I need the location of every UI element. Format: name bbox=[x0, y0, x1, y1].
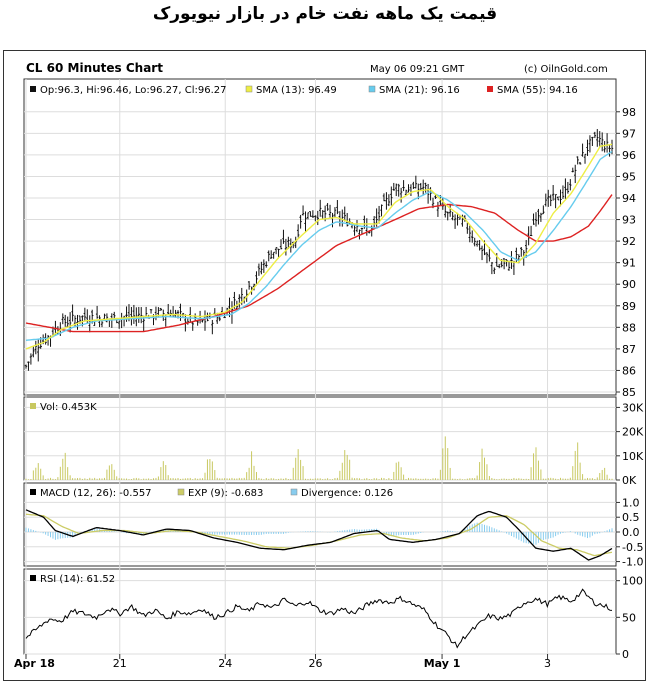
price-ytick-label: 89 bbox=[622, 300, 636, 313]
indicator-lines bbox=[25, 143, 613, 649]
sma21-line bbox=[25, 150, 613, 341]
price-ytick-label: 85 bbox=[622, 386, 636, 399]
volume-bars bbox=[25, 436, 613, 480]
chart-timestamp: May 06 09:21 GMT bbox=[370, 64, 465, 75]
sma55-legend-swatch bbox=[487, 86, 493, 92]
price-ytick-label: 95 bbox=[622, 170, 636, 183]
x-tick-label: Apr 18 bbox=[14, 657, 55, 670]
volume-ytick-label: 0K bbox=[622, 474, 637, 487]
price-ytick-label: 97 bbox=[622, 127, 636, 140]
rsi-ytick-label: 50 bbox=[622, 611, 636, 624]
sma21-legend: SMA (21): 96.16 bbox=[379, 85, 460, 96]
rsi-ytick-label: 100 bbox=[622, 575, 643, 588]
exp-legend-swatch bbox=[177, 488, 185, 496]
price-ytick-label: 94 bbox=[622, 192, 636, 205]
rsi-legend-swatch bbox=[30, 575, 36, 581]
price-ytick-label: 91 bbox=[622, 257, 636, 270]
sma55-legend: SMA (55): 94.16 bbox=[497, 85, 578, 96]
volume-ytick-label: 20K bbox=[622, 426, 644, 439]
ohlc-legend-swatch bbox=[30, 86, 36, 92]
macd-ytick-label: -1.0 bbox=[622, 556, 643, 569]
sma13-legend-swatch bbox=[245, 85, 253, 93]
macd-ytick-label: 1.0 bbox=[622, 496, 640, 509]
volume-ytick-label: 30K bbox=[622, 401, 644, 414]
macd-panel bbox=[23, 482, 617, 567]
volume-legend: Vol: 0.453K bbox=[40, 402, 97, 413]
x-tick-label: 24 bbox=[218, 657, 232, 670]
sma13-line bbox=[25, 143, 613, 350]
macd-legend-swatch bbox=[30, 489, 36, 495]
volume-ytick-label: 10K bbox=[622, 450, 644, 463]
macd-legend: MACD (12, 26): -0.557 bbox=[40, 488, 152, 499]
sma21-legend-swatch bbox=[368, 85, 376, 93]
ohlc-legend: Op:96.3, Hi:96.46, Lo:96.27, Cl:96.27 bbox=[40, 85, 227, 96]
rsi-legend: RSI (14): 61.52 bbox=[40, 574, 115, 585]
macd-ytick-label: 0.0 bbox=[622, 526, 640, 539]
chart-copyright: (c) OilnGold.com bbox=[524, 64, 608, 75]
price-ytick-label: 98 bbox=[622, 106, 636, 119]
x-tick-label: 26 bbox=[308, 657, 322, 670]
macd-ytick-label: -0.5 bbox=[622, 541, 643, 554]
price-ytick-label: 93 bbox=[622, 214, 636, 227]
price-ytick-label: 88 bbox=[622, 321, 636, 334]
volume-panel bbox=[23, 396, 617, 481]
macd-line bbox=[25, 509, 613, 561]
x-tick-label: May 1 bbox=[424, 657, 461, 670]
grid-lines bbox=[24, 79, 616, 655]
exp-legend: EXP (9): -0.683 bbox=[188, 488, 263, 499]
rsi-line bbox=[25, 588, 613, 649]
rsi-ytick-label: 0 bbox=[622, 648, 629, 661]
price-ytick-label: 87 bbox=[622, 343, 636, 356]
x-tick-label: 3 bbox=[544, 657, 551, 670]
volume-legend-swatch bbox=[30, 403, 36, 409]
sma55-line bbox=[25, 194, 613, 333]
price-panel bbox=[23, 78, 617, 396]
page-title: قیمت یک ماهه نفت خام در بازار نیویورک bbox=[152, 4, 498, 24]
sma13-legend: SMA (13): 96.49 bbox=[256, 85, 337, 96]
chart-title: CL 60 Minutes Chart bbox=[26, 61, 163, 75]
price-ytick-label: 96 bbox=[622, 149, 636, 162]
macd-ytick-label: 0.5 bbox=[622, 511, 640, 524]
divergence-legend-swatch bbox=[290, 488, 298, 496]
price-ytick-label: 90 bbox=[622, 278, 636, 291]
divergence-legend: Divergence: 0.126 bbox=[301, 488, 393, 499]
axis-ticks: 98 97 96 95 94 93 92 91 90 89 88 87 86 85 30K 20K 10K 0K 1… bbox=[14, 106, 644, 670]
price-ytick-label: 92 bbox=[622, 235, 636, 248]
price-ytick-label: 86 bbox=[622, 364, 636, 377]
x-tick-label: 21 bbox=[113, 657, 127, 670]
price-bars bbox=[24, 129, 614, 371]
